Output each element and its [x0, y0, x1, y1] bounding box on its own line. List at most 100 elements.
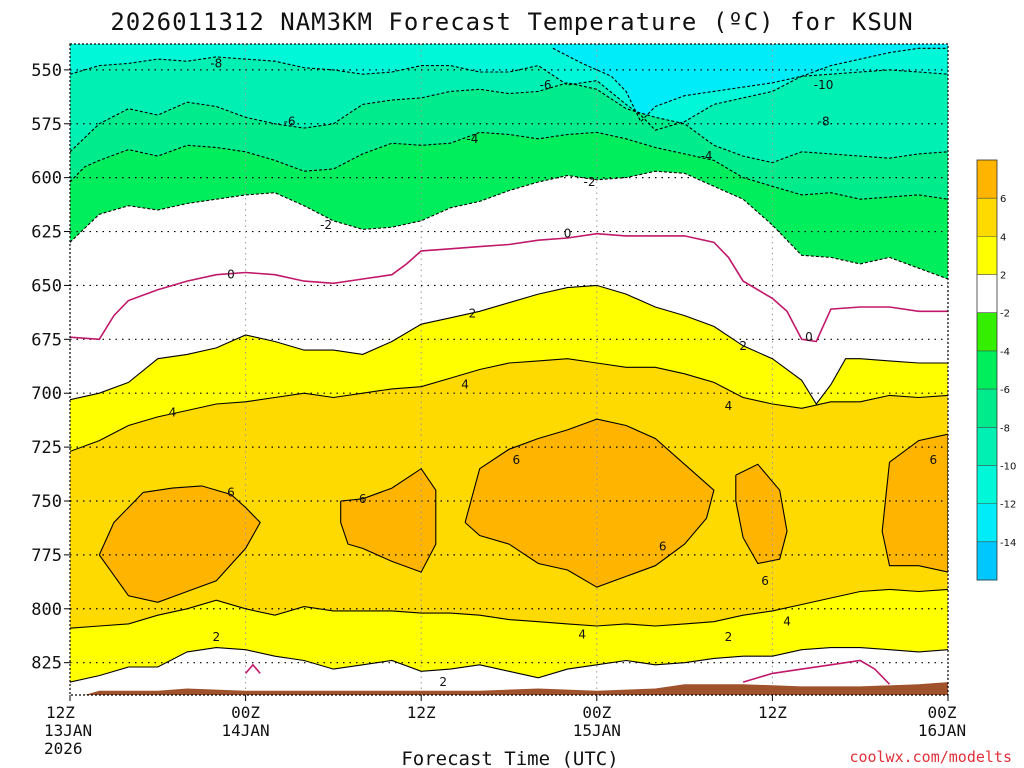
contour-label: -4 — [701, 149, 713, 163]
contour-line — [98, 485, 261, 603]
contour-label: -4 — [466, 132, 478, 146]
band-above-6-core — [735, 464, 787, 564]
x-tick-label: 12Z — [46, 703, 75, 722]
contour-line — [244, 663, 261, 674]
contour-label: 2 — [725, 630, 733, 644]
x-tick-label: 00Z — [582, 703, 611, 722]
x-tick-label: 12Z — [407, 703, 436, 722]
contour-line — [464, 418, 715, 588]
contour-lines — [70, 47, 948, 685]
x-axis-label: Forecast Time (UTC) — [401, 748, 618, 768]
contour-label: 4 — [783, 615, 791, 629]
y-tick-label: 825 — [31, 654, 62, 674]
colorbar-swatch — [977, 503, 997, 543]
contour-label: 0 — [805, 330, 813, 344]
y-tick-label: 725 — [31, 438, 62, 458]
colorbar-swatch — [977, 465, 997, 505]
colorbar-swatch — [977, 198, 997, 237]
contour-label: 2 — [213, 630, 221, 644]
colorbar-label: -12 — [1000, 500, 1016, 511]
x-tick-label: 00Z — [928, 703, 957, 722]
colorbar-swatch — [977, 160, 997, 199]
x-tick-label: 13JAN — [44, 721, 92, 740]
y-tick-label: 575 — [31, 115, 62, 135]
contour-line — [70, 232, 948, 343]
x-tick-label: 00Z — [231, 703, 260, 722]
contour-label: -6 — [540, 78, 552, 92]
colorbar-swatch — [977, 427, 997, 466]
grid-lines — [70, 44, 948, 695]
x-tick-label: 16JAN — [918, 721, 966, 740]
band-above-6-core — [99, 485, 261, 603]
colorbar-swatch — [977, 541, 997, 581]
contour-label: 0 — [564, 227, 572, 241]
contour-label: 2 — [739, 339, 747, 353]
y-tick-label: 625 — [31, 223, 62, 243]
colorbar-swatch — [977, 350, 997, 390]
y-tick-label: 650 — [31, 276, 62, 296]
contour-line — [735, 463, 788, 565]
contour-line — [70, 358, 948, 452]
contour-label: 6 — [512, 453, 520, 467]
contour-label: 6 — [659, 539, 667, 553]
y-tick-label: 775 — [31, 546, 62, 566]
contour-label: 0 — [227, 268, 235, 282]
terrain-layer — [70, 682, 948, 695]
contour-line — [340, 467, 437, 573]
x-tick-label: 12Z — [758, 703, 787, 722]
colorbar-label: -6 — [1000, 385, 1010, 396]
y-tick-label: 800 — [31, 600, 62, 620]
y-tick-label: 675 — [31, 330, 62, 350]
contour-label: 6 — [227, 485, 235, 499]
colorbar-swatch — [977, 274, 997, 314]
colorbar-swatch — [977, 236, 997, 276]
contour-line — [70, 647, 948, 683]
colorbar-label: -2 — [1000, 309, 1010, 320]
contour-line — [70, 170, 948, 280]
contour-label: -8 — [818, 115, 830, 129]
contour-line — [552, 47, 948, 123]
contour-label: -10 — [814, 78, 834, 92]
chart-title: 2026011312 NAM3KM Forecast Temperature (… — [110, 8, 913, 36]
contour-label: -2 — [320, 218, 332, 232]
contour-label: -6 — [284, 115, 296, 129]
contour-labels: -8 -6 -10 -6 -4 -8 -4 -2 -2 0 0 2 2 0 4 4 4 6 6 6 6 6 6 2 4 2 4 2 — [169, 56, 938, 689]
contour-line — [742, 659, 891, 685]
contour-line — [881, 433, 948, 573]
contour-label: 6 — [359, 492, 367, 506]
colorbar-label: 4 — [1000, 232, 1006, 243]
contour-label: 6 — [761, 574, 769, 588]
band-above-6-core — [882, 434, 948, 573]
contour-label: 2 — [469, 306, 477, 320]
y-tick-label: 700 — [31, 384, 62, 404]
contour-label: 2 — [439, 675, 447, 689]
contour-line — [70, 56, 948, 131]
band-above-6-core — [465, 419, 714, 588]
band-minus12-to-minus10 — [552, 44, 948, 122]
colorbar-label: -10 — [1000, 461, 1016, 472]
plot-frame — [69, 43, 949, 696]
x-tick-label: 2026 — [44, 739, 83, 758]
temperature-fill-layer — [70, 44, 948, 695]
band-above-6-core — [340, 468, 436, 573]
colorbar-label: -4 — [1000, 347, 1010, 358]
colorbar-frame — [976, 159, 998, 581]
y-tick-label: 600 — [31, 169, 62, 189]
colorbar-swatch — [977, 389, 997, 428]
colorbar-label: -14 — [1000, 538, 1016, 549]
contour-line — [70, 284, 948, 405]
terrain-ground — [70, 682, 948, 695]
colorbar-label: -8 — [1000, 423, 1010, 434]
contour-label: 6 — [930, 453, 938, 467]
y-tick-label: 750 — [31, 492, 62, 512]
contour-label: 4 — [169, 406, 177, 420]
contour-label: -8 — [210, 56, 222, 70]
contour-line — [70, 82, 948, 164]
credit-link[interactable]: coolwx.com/modelts — [849, 748, 1012, 766]
y-tick-label: 550 — [31, 61, 62, 81]
colorbar-legend: 6 4 2 -2 -4 -6 -8 -10 -12 -14 — [976, 159, 1016, 581]
colorbar-swatch — [977, 312, 997, 352]
colorbar-label: 6 — [1000, 194, 1006, 205]
